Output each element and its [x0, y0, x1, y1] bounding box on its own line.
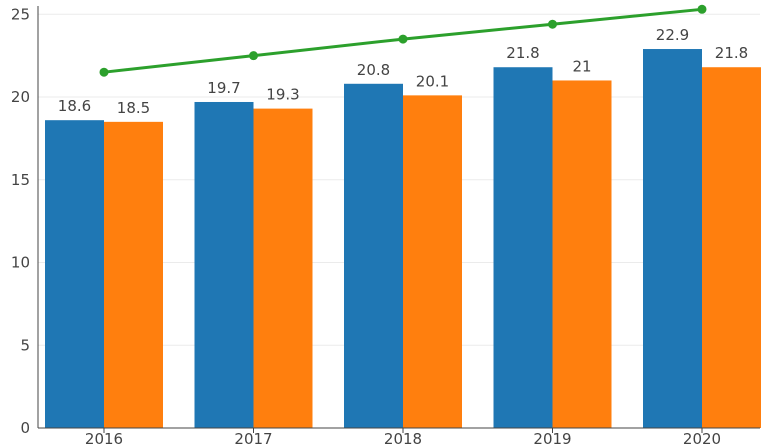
data-label: 22.9	[656, 26, 689, 44]
data-label: 21	[572, 57, 591, 75]
y-tick-label: 10	[11, 254, 30, 272]
bar-series1-2016	[45, 120, 104, 428]
y-tick-label: 20	[11, 88, 30, 106]
x-tick-label: 2020	[683, 430, 721, 446]
data-label: 19.3	[266, 86, 299, 104]
y-tick-label: 15	[11, 171, 30, 189]
data-label: 20.1	[416, 72, 449, 90]
bar-series2-2020	[702, 67, 761, 428]
bar-series2-2017	[253, 108, 313, 429]
bar-series2-2019	[552, 80, 612, 429]
x-tick-label: 2016	[85, 430, 123, 446]
label-layer: 18.6 19.7 20.8 21.8 22.9 18.5 19.3 20.1 21 21.8	[58, 26, 748, 117]
data-label: 19.7	[207, 79, 240, 97]
bar-layer	[45, 49, 761, 429]
y-tick-label: 0	[20, 419, 30, 437]
data-label: 18.5	[117, 99, 150, 117]
y-tick-label: 25	[11, 5, 30, 23]
x-tick-label: 2018	[384, 430, 422, 446]
x-tick-label: 2019	[533, 430, 571, 446]
bar-series2-2016	[104, 121, 163, 428]
data-label: 21.8	[715, 44, 748, 62]
line-point-2016	[99, 67, 109, 77]
bar-series1-2020	[643, 49, 702, 428]
y-tick-label: 5	[20, 336, 30, 354]
data-label: 20.8	[357, 61, 390, 79]
data-label: 18.6	[58, 97, 91, 115]
bar-series2-2018	[403, 95, 462, 428]
bar-series1-2017	[194, 101, 254, 428]
line-point-2020	[697, 4, 707, 14]
axis-layer: 0 5 10 15 20 25 2016 2017 2018 2019 2020	[11, 5, 760, 446]
line-point-2017	[249, 51, 258, 61]
x-tick-label: 2017	[234, 430, 272, 446]
data-label: 21.8	[506, 44, 539, 62]
bar-series1-2018	[344, 83, 403, 428]
bar-series1-2019	[493, 67, 553, 428]
line-point-2019	[548, 19, 557, 29]
line-point-2018	[398, 34, 408, 44]
line-layer	[99, 4, 707, 77]
